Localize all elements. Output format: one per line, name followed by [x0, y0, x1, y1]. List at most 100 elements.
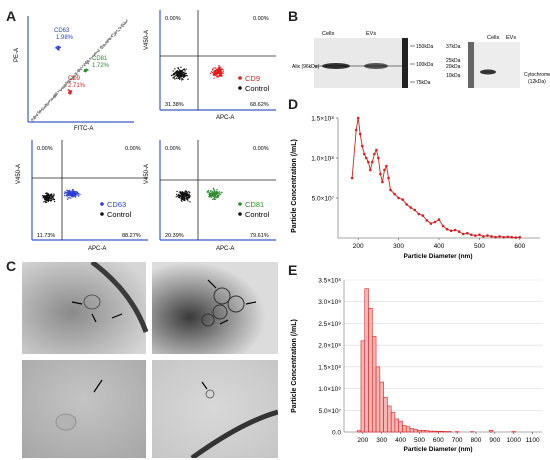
blot2-membrane	[468, 42, 520, 88]
event-dot	[180, 77, 182, 79]
event-dot	[58, 47, 60, 49]
histogram-bar	[428, 430, 433, 433]
blot2-ladder	[468, 42, 474, 88]
event-dot	[179, 191, 181, 193]
quadrant-tr: 0.00%	[125, 146, 141, 152]
data-point	[514, 236, 518, 239]
event-dot	[42, 195, 45, 198]
event-dot	[42, 197, 44, 199]
event-dot	[63, 86, 65, 88]
event-dot	[215, 67, 217, 69]
event-dot	[69, 194, 72, 197]
event-dot	[36, 114, 39, 116]
event-dot	[181, 73, 183, 76]
event-dot	[115, 32, 117, 35]
event-dot	[174, 78, 176, 80]
event-dot	[179, 74, 181, 76]
event-dot	[83, 64, 85, 66]
event-dot	[218, 64, 220, 67]
flow-dotplot-cd81: V450-A APC-A 0.00% 0.00% 20.39% 79.61% C…	[144, 140, 276, 252]
event-dot	[218, 69, 220, 72]
event-dot	[215, 75, 218, 77]
event-dot	[87, 69, 89, 71]
event-dot	[216, 195, 219, 197]
y-axis-label: Particle Concentration (/mL)	[291, 139, 298, 233]
data-point	[502, 235, 505, 239]
data-point	[369, 168, 372, 172]
event-dot	[187, 194, 189, 196]
histogram-bar	[432, 430, 437, 433]
event-dot	[174, 72, 176, 74]
event-dot	[99, 46, 102, 48]
event-dot	[211, 198, 214, 201]
data-point	[350, 176, 354, 180]
event-dot	[175, 73, 178, 75]
event-dot	[45, 192, 47, 195]
event-dot	[123, 23, 126, 26]
y-tick-label: 1.5×10⁸	[311, 116, 334, 123]
event-dot	[181, 70, 184, 72]
event-dot	[214, 71, 217, 73]
chart-axes: 3.5×10⁸ 3.0×10⁸ 2.5×10⁸ 2.0×10⁸ 1.5×10⁸ 1.0×1…	[318, 278, 542, 444]
event-dot	[126, 20, 128, 22]
flow-dotplot-cd9: V450-A APC-A 0.00% 0.00% 31.38% 68.62% C…	[144, 10, 276, 121]
data-point	[383, 168, 386, 172]
data-point	[401, 198, 404, 201]
event-dot	[46, 104, 49, 106]
x-tick-label: 1100	[526, 437, 540, 444]
event-dot	[218, 72, 220, 74]
flow-dotplot-cd63: V450-A APC-A 0.00% 0.00% 11.73% 88.27% C…	[16, 140, 148, 252]
event-dot	[45, 105, 47, 107]
event-dot	[87, 60, 90, 62]
data-point	[354, 128, 358, 132]
histogram-bar	[405, 426, 411, 433]
legend-dot-cd81	[238, 202, 242, 206]
event-dot	[50, 198, 53, 200]
event-dot	[185, 68, 187, 70]
event-dot	[56, 46, 58, 49]
y-axis-label: V450-A	[144, 30, 150, 50]
event-dot	[123, 21, 125, 24]
event-dot	[53, 194, 55, 196]
event-dot	[183, 72, 185, 74]
event-dot	[213, 72, 215, 74]
histogram-bar	[379, 381, 384, 433]
data-point	[465, 231, 469, 235]
event-dot	[183, 68, 185, 70]
event-dot	[67, 80, 70, 83]
event-dot	[213, 77, 215, 79]
event-dot	[55, 93, 58, 95]
data-point	[437, 218, 441, 221]
scatter-dots	[175, 187, 223, 203]
event-dot	[182, 74, 184, 77]
event-dot	[213, 198, 215, 201]
event-dot	[31, 118, 33, 121]
event-dot	[213, 67, 215, 69]
event-dot	[170, 74, 173, 77]
event-dot	[83, 70, 85, 72]
event-dot	[184, 193, 187, 195]
legend-cd81: CD81	[245, 200, 264, 209]
event-dot	[173, 76, 175, 78]
event-dot	[177, 68, 180, 70]
event-dot	[52, 198, 54, 201]
tem-image-2	[152, 262, 278, 354]
event-dot	[181, 77, 183, 80]
event-dot	[214, 72, 217, 74]
tem-micrographs	[22, 262, 278, 458]
event-dot	[180, 195, 183, 198]
event-dot	[33, 115, 35, 118]
event-dot	[217, 196, 219, 198]
event-dot	[55, 47, 57, 49]
blot2-band-cells	[480, 69, 496, 75]
event-dot	[66, 195, 68, 197]
x-tick-label: 400	[395, 437, 406, 444]
quadrant-tl: 0.00%	[165, 16, 181, 22]
blot2-marker-20: 20kDa	[446, 64, 461, 70]
event-dot	[71, 196, 74, 198]
event-dot	[175, 77, 178, 79]
series-line	[351, 117, 520, 239]
arrow-icon	[207, 279, 217, 289]
event-dot	[222, 70, 225, 72]
event-dot	[175, 196, 177, 198]
